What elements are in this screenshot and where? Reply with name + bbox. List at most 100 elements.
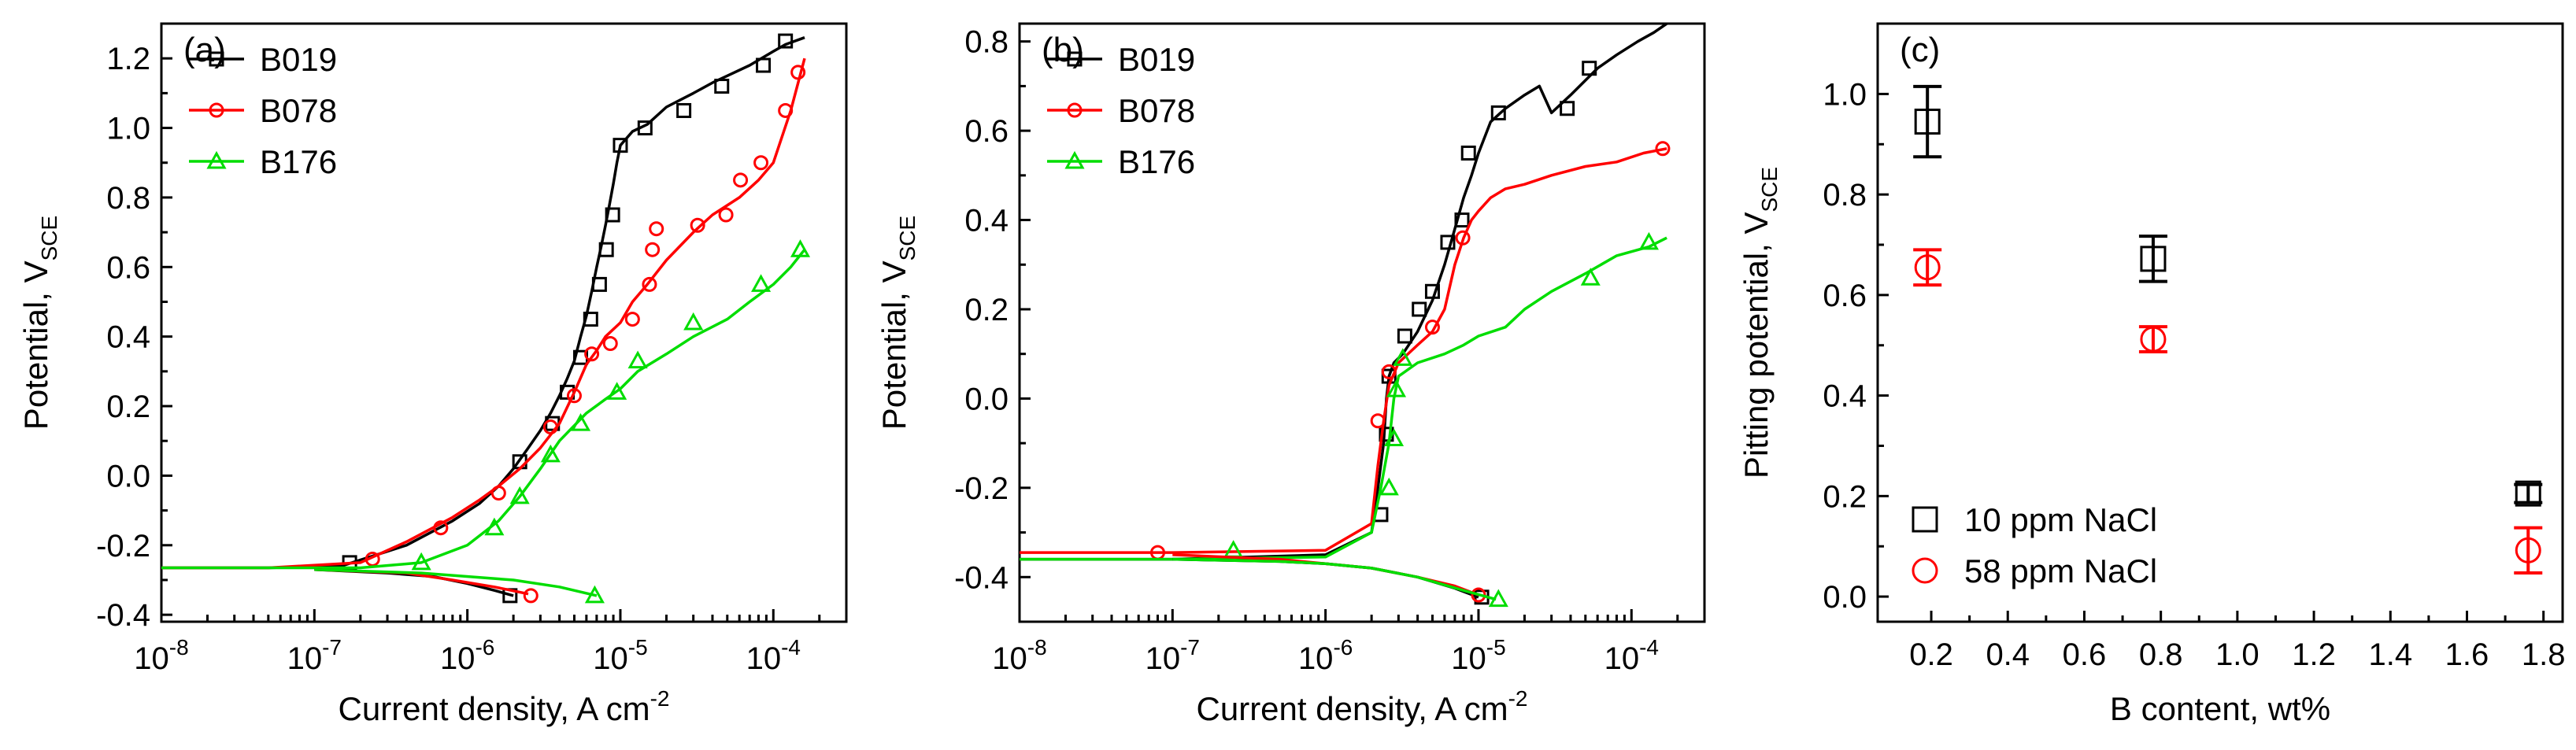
legend-item-b019: B019: [189, 41, 337, 78]
data-point-b078: [542, 419, 558, 435]
x-tick-label: 10-7: [1146, 635, 1200, 676]
data-point-b019: [714, 79, 730, 94]
y-tick-label: 0.0: [964, 382, 1009, 416]
legend-marker: [209, 51, 224, 67]
data-area: [161, 33, 811, 604]
data-point-b176: [509, 486, 530, 504]
data-point-b176: [1223, 540, 1244, 558]
y-tick-label: 0.6: [964, 114, 1009, 149]
x-axis-label: Current density, A cm-2: [1197, 686, 1528, 727]
series-line-b176: [161, 249, 806, 570]
y-tick-label: -0.4: [954, 560, 1009, 595]
data-point-b078: [1655, 141, 1671, 157]
legend-item-b019: B019: [1047, 41, 1195, 78]
data-point-b019: [1490, 105, 1506, 120]
data-point-b019: [1582, 61, 1597, 76]
data-point-b019: [591, 276, 607, 292]
data-point-b019: [1424, 283, 1440, 299]
data-point-b176: [1638, 231, 1659, 250]
data-point-b176: [607, 382, 627, 400]
legend-label: 10 ppm NaCl: [1964, 501, 2157, 538]
y-tick-label: 0.8: [106, 181, 150, 216]
data-point-b176: [1386, 379, 1407, 397]
x-axis-label: Current density, A cm-2: [339, 686, 670, 727]
x-tick-label: 10-5: [593, 635, 647, 676]
x-tick-label: 0.8: [2139, 637, 2183, 672]
legend-label: B078: [260, 92, 337, 129]
x-tick-label: 0.4: [1986, 637, 2030, 672]
legend-item-b078: B078: [189, 92, 337, 129]
y-tick-label: -0.2: [954, 471, 1009, 506]
plot-frame: [160, 22, 848, 623]
y-tick-label: 0.0: [1823, 580, 1867, 615]
data-point-b078: [1370, 413, 1386, 429]
x-tick-label: 0.6: [2063, 637, 2107, 672]
data-point-b019: [583, 312, 598, 327]
data-point-10-ppm-nacl: [2515, 480, 2541, 507]
y-axis-label: Potential, VSCE: [17, 216, 61, 430]
data-point-b176: [751, 274, 772, 292]
x-tick-label: 10-5: [1451, 635, 1505, 676]
y-tick-label: 0.0: [106, 459, 150, 493]
y-tick-label: 1.0: [106, 112, 150, 146]
data-point-b176: [411, 552, 431, 571]
data-point-b176: [570, 413, 591, 431]
data-point-b078: [1381, 364, 1397, 379]
error-bar-58-ppm-nacl: [2514, 526, 2543, 575]
data-point-b019: [613, 138, 628, 153]
legend-item-b176: B176: [1047, 143, 1195, 180]
x-tick-label: 1.2: [2292, 637, 2336, 672]
data-point-b078: [753, 155, 769, 171]
data-point-b078: [645, 242, 661, 257]
data-point-b078: [778, 102, 794, 118]
plot-frame: [1876, 22, 2564, 623]
legend-marker: [1912, 557, 1938, 584]
x-tick-label: 1.6: [2445, 637, 2489, 672]
x-axis-label: B content, wt%: [2110, 690, 2330, 727]
legend-label: B019: [260, 41, 337, 78]
y-tick-label: -0.2: [96, 529, 150, 563]
legend-label: B176: [260, 143, 337, 180]
y-tick-label: 0.6: [1823, 279, 1867, 313]
x-tick-label: 1.0: [2215, 637, 2260, 672]
plot-frame: [1018, 22, 1706, 623]
legend-marker: [209, 102, 224, 118]
data-point-b019: [756, 57, 772, 73]
series-line-b019: [1020, 24, 1668, 561]
legend-label: 58 ppm NaCl: [1964, 552, 2157, 589]
data-point-b176: [1393, 348, 1413, 366]
data-point-b019: [598, 242, 614, 257]
legend-marker: [1067, 102, 1083, 118]
data-point-b078: [690, 217, 705, 233]
x-tick-label: 10-7: [287, 635, 342, 676]
data-point-b078: [1455, 230, 1471, 246]
legend-marker: [1912, 506, 1938, 533]
data-point-b019: [605, 207, 620, 223]
data-point-b176-cathodic: [1488, 589, 1508, 608]
x-tick-label: 0.2: [1909, 637, 1953, 672]
data-point-b019: [676, 102, 692, 118]
data-point-b078: [624, 312, 640, 327]
data-point-b176: [540, 444, 561, 463]
y-tick-label: 0.8: [1823, 178, 1867, 212]
series-line-b019: [161, 36, 805, 570]
legend-marker: [1067, 51, 1083, 67]
x-tick-label: 1.8: [2522, 637, 2566, 672]
panel-label: (a): [183, 31, 226, 69]
legend-marker: [206, 150, 227, 169]
series-line-b078: [161, 57, 806, 570]
data-point-b019: [637, 120, 653, 136]
legend-item-b078: B078: [1047, 92, 1195, 129]
x-tick-label: 10-4: [746, 635, 801, 676]
data-point-b078: [718, 207, 734, 223]
series-line-b176-cathodic: [1172, 557, 1497, 601]
data-point-b078: [790, 65, 806, 80]
y-tick-label: 0.2: [106, 390, 150, 424]
data-point-b078: [584, 346, 600, 362]
data-point-b019: [1454, 212, 1470, 228]
data-area: [1913, 84, 2543, 575]
data-point-b176: [1580, 268, 1601, 286]
y-axis-label: Potential, VSCE: [875, 216, 920, 430]
series-line-b176-cathodic: [314, 567, 598, 597]
